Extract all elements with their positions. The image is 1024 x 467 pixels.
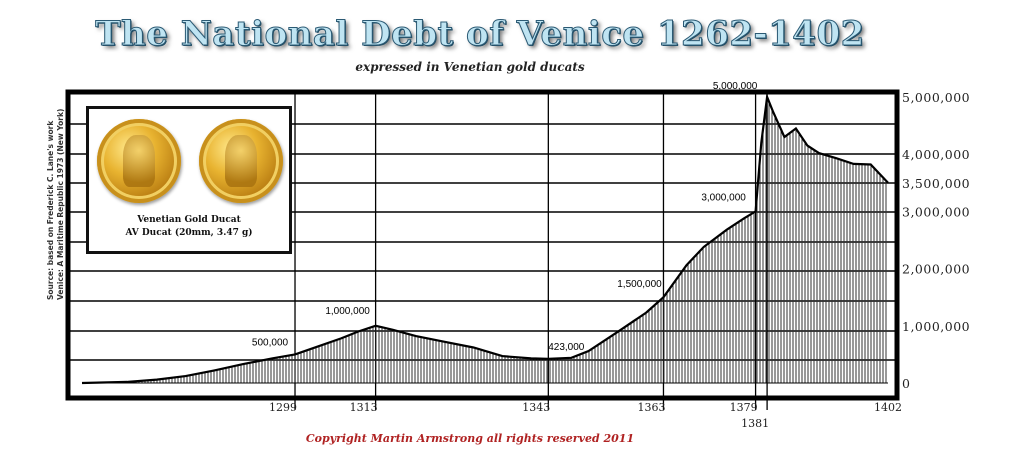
- x-tick-label: 1381: [741, 417, 769, 430]
- x-tick-label: 1379: [730, 401, 758, 414]
- y-tick-label: 3,500,000: [902, 176, 970, 191]
- chart-subtitle: expressed in Venetian gold ducats: [355, 60, 585, 74]
- ducat-reverse-image: [199, 119, 283, 203]
- data-label: 3,000,000: [701, 192, 746, 203]
- copyright-notice: Copyright Martin Armstrong all rights re…: [305, 432, 635, 445]
- debt-series-line: [81, 92, 889, 385]
- source-note: Source: based on Frederick C. Lane's wor…: [46, 109, 66, 300]
- x-tick-label: 1402: [874, 401, 902, 414]
- ducat-inset: Venetian Gold Ducat AV Ducat (20mm, 3.47…: [86, 106, 292, 254]
- y-tick-label: 5,000,000: [902, 90, 970, 105]
- source-line-1: Source: based on Frederick C. Lane's wor…: [46, 120, 55, 300]
- data-label: 1,500,000: [617, 279, 662, 290]
- inset-caption-name: Venetian Gold Ducat: [137, 215, 241, 225]
- data-label: 423,000: [548, 342, 585, 353]
- x-tick-label: 1299: [269, 401, 297, 414]
- data-label: 500,000: [252, 337, 289, 348]
- data-label: 5,000,000: [713, 81, 758, 92]
- y-tick-label: 2,000,000: [902, 262, 970, 277]
- inset-caption-spec: AV Ducat (20mm, 3.47 g): [125, 228, 253, 238]
- y-tick-label: 3,000,000: [902, 204, 970, 219]
- chart-title: The National Debt of Venice 1262-1402: [95, 14, 865, 55]
- y-tick-label: 4,000,000: [902, 147, 970, 162]
- x-tick-label: 1363: [638, 401, 666, 414]
- x-tick-label: 1313: [350, 401, 378, 414]
- y-tick-label: 0: [902, 376, 910, 391]
- data-label: 1,000,000: [325, 306, 370, 317]
- y-tick-label: 1,000,000: [902, 319, 970, 334]
- ducat-obverse-image: [97, 119, 181, 203]
- x-tick-label: 1343: [522, 401, 550, 414]
- source-line-2: Venice: A Maritime Republic 1973 (New Yo…: [56, 108, 65, 300]
